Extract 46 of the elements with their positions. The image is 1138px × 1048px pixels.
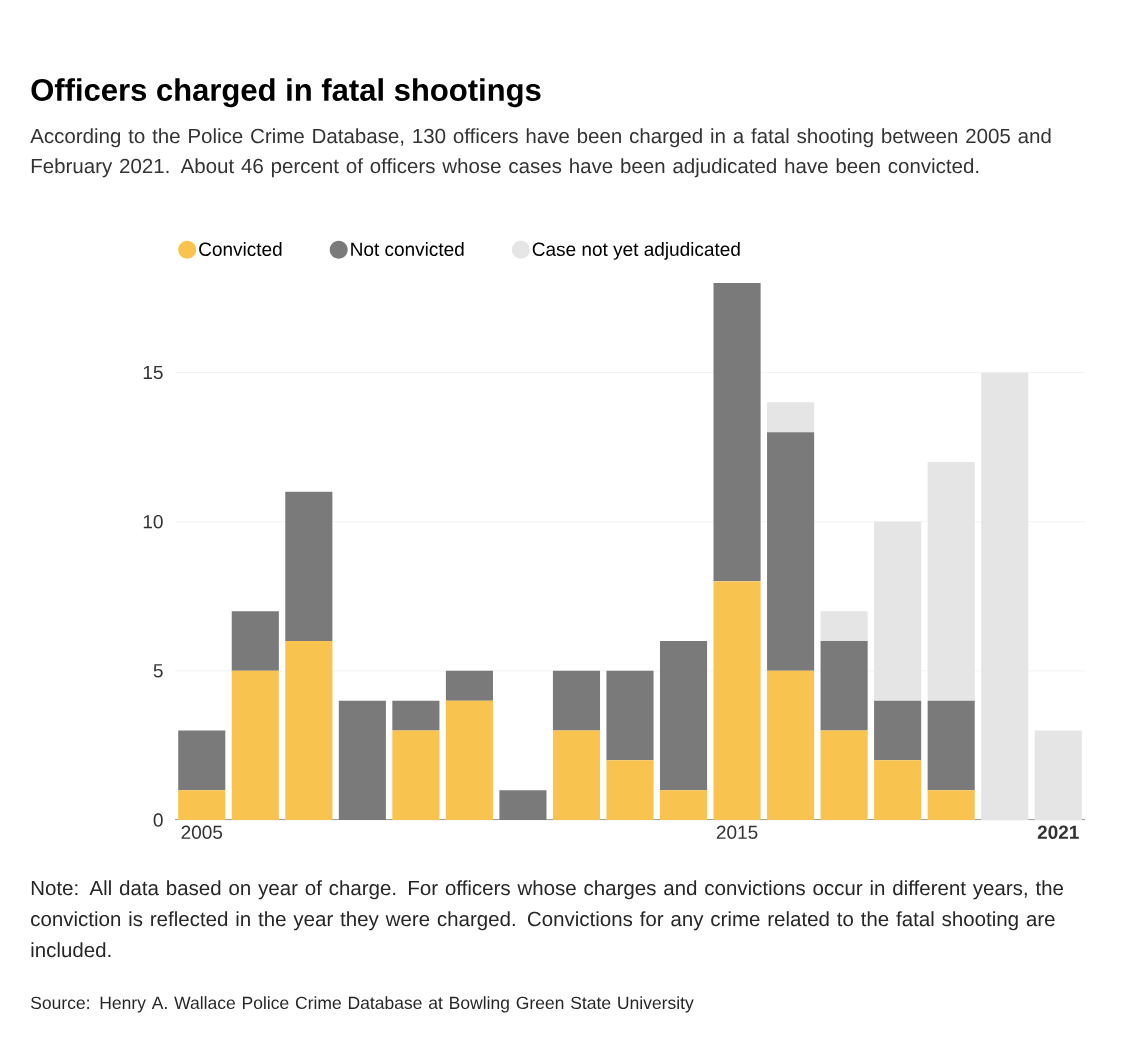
bar	[231, 670, 279, 820]
chart-title: Officers charged in fatal shootings	[31, 78, 541, 108]
y-tick-label: 15	[143, 365, 163, 380]
bar	[713, 581, 761, 820]
bar	[927, 462, 975, 701]
bar	[767, 402, 815, 433]
bar	[392, 700, 440, 731]
bar	[499, 790, 547, 820]
bar	[659, 641, 708, 791]
bar	[874, 521, 922, 701]
bar	[552, 670, 601, 731]
text: Note: All data based on year of charge. For officers whose charges and convictions occur in different years, the conviction is reflected in the year they were charged. Convictions for any crime related to the fatal shooting are included.	[31, 880, 1064, 958]
bar	[231, 611, 279, 671]
legend-label: Convicted	[199, 242, 282, 257]
bar	[927, 790, 975, 820]
y-tick-label: 0	[153, 813, 163, 827]
x-tick-label: 2015	[716, 825, 758, 839]
y-tick-label: 10	[143, 514, 163, 529]
source-note: Source: Henry A. Wallace Police Crime Database at Bowling Green State University	[31, 996, 694, 1013]
bar	[392, 730, 440, 820]
y-tick-label: 5	[153, 664, 163, 678]
bar	[659, 790, 708, 820]
bar	[767, 432, 815, 671]
bar	[606, 760, 654, 820]
bar	[820, 730, 868, 820]
bar	[178, 790, 226, 820]
bar	[285, 641, 333, 820]
bar	[178, 730, 226, 791]
chart-subtitle: According to the Police Crime Database, 130 officers have been charged in a fatal shooting between 2005 and February 2021. About 46 percent of officers whose cases have been adjudicated have been convicted.	[30, 128, 1051, 178]
bar	[552, 730, 601, 820]
legend-label: Not convicted	[351, 242, 464, 257]
bar	[445, 670, 493, 701]
bar	[606, 670, 654, 761]
bar	[285, 491, 333, 641]
bar	[338, 700, 386, 820]
bar	[874, 760, 922, 820]
bar	[445, 700, 493, 820]
bar	[820, 611, 868, 641]
bar	[713, 283, 761, 582]
bar	[927, 700, 975, 791]
x-tick-label: 2021	[1037, 825, 1079, 839]
legend-label: Case not yet adjudicated	[532, 242, 740, 260]
x-tick-label: 2005	[181, 825, 223, 839]
bar	[874, 700, 922, 761]
bar	[767, 670, 815, 820]
bar	[820, 641, 868, 731]
